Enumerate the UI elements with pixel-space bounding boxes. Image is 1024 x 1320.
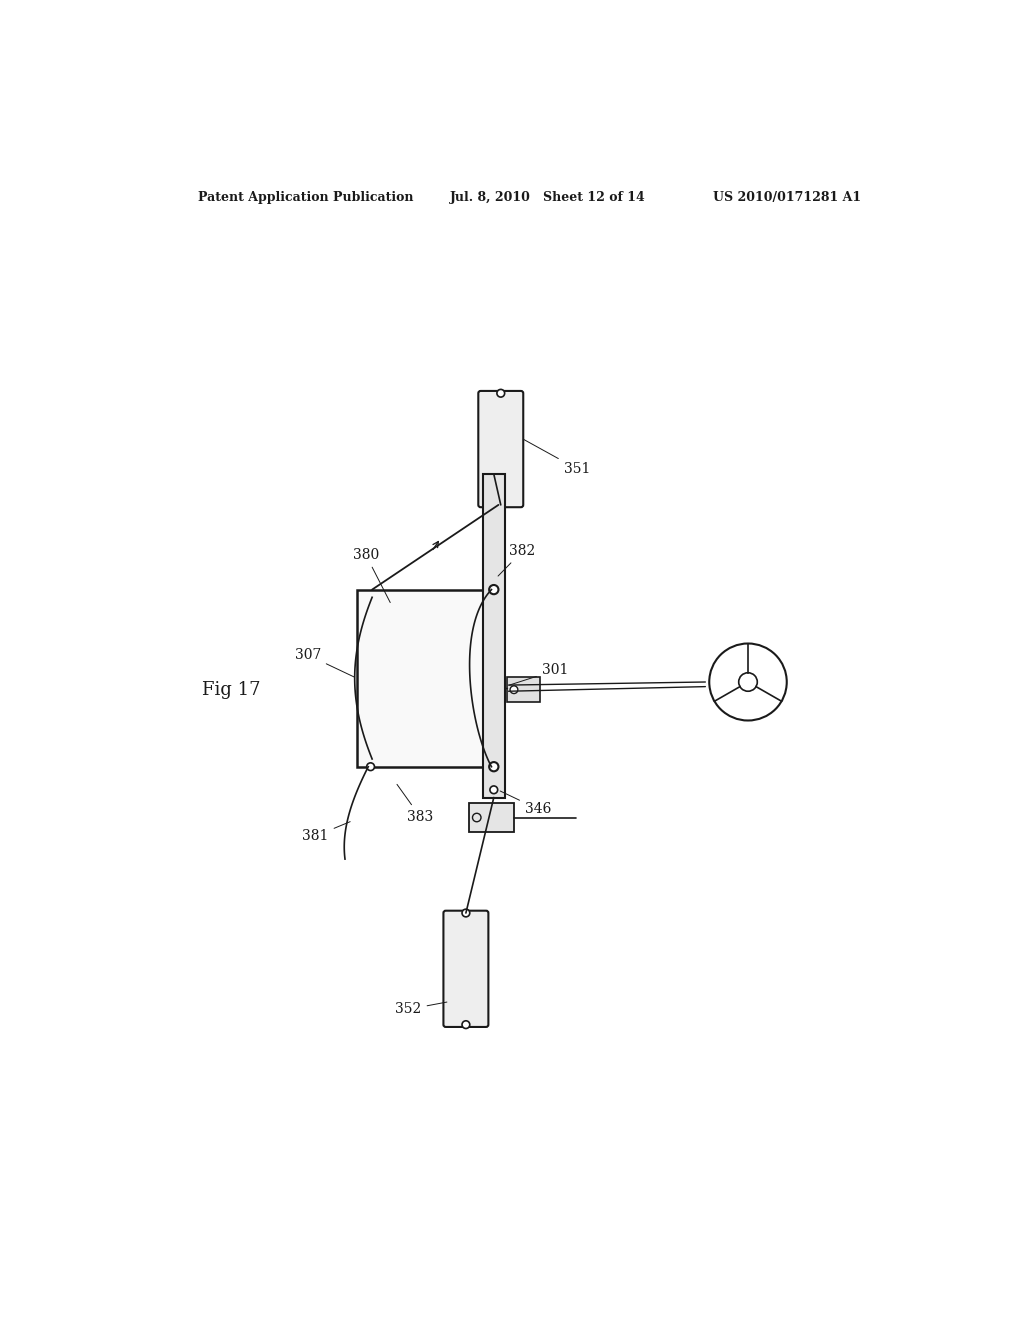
Text: 380: 380 <box>352 548 390 602</box>
Circle shape <box>497 389 505 397</box>
Circle shape <box>489 585 499 594</box>
Circle shape <box>462 1020 470 1028</box>
Text: 346: 346 <box>500 791 551 816</box>
Text: US 2010/0171281 A1: US 2010/0171281 A1 <box>713 190 861 203</box>
Text: 351: 351 <box>523 440 590 475</box>
Circle shape <box>367 763 375 771</box>
Text: 381: 381 <box>302 821 350 843</box>
Text: Jul. 8, 2010   Sheet 12 of 14: Jul. 8, 2010 Sheet 12 of 14 <box>450 190 645 203</box>
Circle shape <box>462 909 470 917</box>
Text: 301: 301 <box>510 664 568 685</box>
Circle shape <box>489 785 498 793</box>
Text: Patent Application Publication: Patent Application Publication <box>198 190 414 203</box>
Bar <box>356 590 493 767</box>
Bar <box>469 803 514 832</box>
Text: 307: 307 <box>295 648 354 677</box>
Bar <box>483 474 505 797</box>
Text: 382: 382 <box>498 544 536 576</box>
FancyBboxPatch shape <box>443 911 488 1027</box>
Circle shape <box>510 686 518 693</box>
Text: Fig 17: Fig 17 <box>202 681 260 698</box>
Bar <box>507 677 540 702</box>
Text: 352: 352 <box>395 1002 446 1016</box>
Text: 383: 383 <box>397 784 433 824</box>
Circle shape <box>497 502 505 508</box>
Circle shape <box>489 762 499 771</box>
FancyBboxPatch shape <box>478 391 523 507</box>
